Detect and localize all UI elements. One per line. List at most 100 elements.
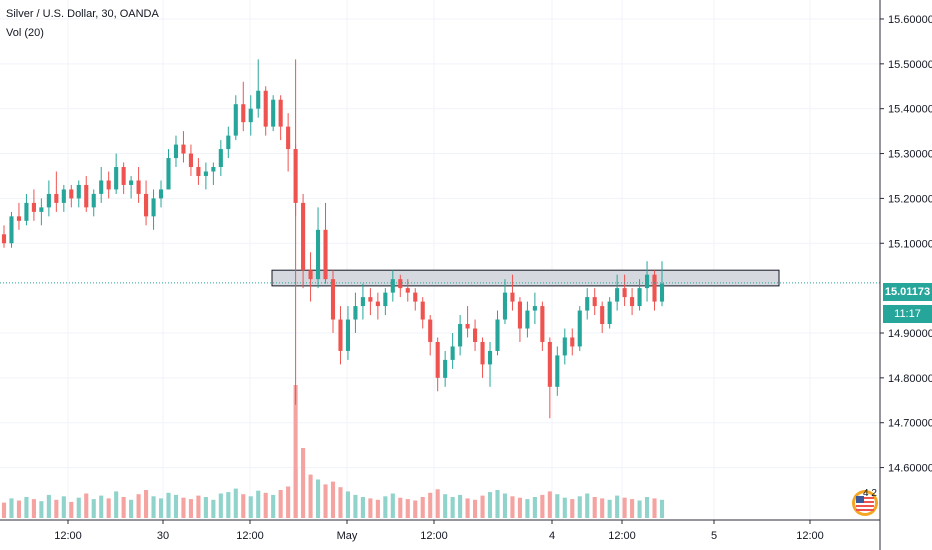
candle-body <box>76 184 81 199</box>
volume-bar <box>1 502 7 518</box>
volume-bar <box>196 495 201 518</box>
volume-bar <box>592 497 597 518</box>
volume-bar <box>502 493 508 518</box>
candle-body <box>495 319 500 351</box>
symbol-legend[interactable]: Silver / U.S. Dollar, 30, OANDA <box>6 8 159 20</box>
candle-body <box>308 270 313 280</box>
candle-body <box>525 310 530 329</box>
volume-bar <box>540 494 545 518</box>
volume-bar <box>248 496 253 518</box>
candle-body <box>99 180 104 194</box>
time-tick-label: 30 <box>157 530 169 542</box>
volume-bar <box>226 492 231 518</box>
volume-bar <box>659 499 665 518</box>
us-flag-icon[interactable] <box>848 488 882 518</box>
candle-body <box>226 135 231 150</box>
candle-body <box>659 283 665 302</box>
volume-bar <box>151 496 156 518</box>
volume-bar <box>76 497 81 518</box>
spike-volume-bar <box>293 385 298 518</box>
candle-body <box>106 180 111 190</box>
volume-bar <box>241 494 246 518</box>
volume-bar <box>577 496 582 518</box>
volume-bars <box>1 385 665 518</box>
candle-body <box>547 341 552 387</box>
resistance-zone-rect <box>271 269 780 287</box>
candle-body <box>360 297 365 307</box>
price-tick-label: 14.60000 <box>888 463 932 475</box>
price-tick-label: 15.50000 <box>888 59 932 71</box>
volume-indicator-legend[interactable]: Vol (20) <box>6 27 44 39</box>
volume-bar <box>390 493 395 518</box>
resistance-zone[interactable] <box>271 269 780 287</box>
volume-bar <box>652 498 657 518</box>
candle-body <box>420 301 425 320</box>
volume-bar <box>570 499 575 518</box>
volume-bar <box>495 490 500 518</box>
candle-body <box>585 297 590 311</box>
volume-bar <box>39 501 44 518</box>
time-axis[interactable]: 12:00 30 12:00 May 12:00 4 12:00 5 12:00 <box>0 519 880 542</box>
volume-bar <box>487 492 493 518</box>
volume-bar <box>480 495 485 518</box>
candle-body <box>375 301 380 307</box>
volume-bar <box>345 491 351 518</box>
price-tick-label: 15.10000 <box>888 238 932 250</box>
volume-bar <box>263 492 268 518</box>
candle-body <box>286 126 291 150</box>
volume-bar <box>173 494 179 518</box>
candle-body <box>248 108 253 123</box>
volume-bar <box>547 491 552 518</box>
price-axis[interactable]: 15.60000 15.50000 15.40000 15.30000 15.20000… <box>879 0 932 550</box>
volume-bar <box>383 496 388 518</box>
candle-body <box>637 288 642 307</box>
volume-bar <box>630 499 635 518</box>
volume-bar <box>315 479 321 518</box>
volume-bar <box>129 499 134 518</box>
volume-bar <box>9 498 14 518</box>
candle-body <box>532 306 537 311</box>
volume-bar <box>188 499 193 518</box>
volume-bar <box>398 497 403 518</box>
volume-bar <box>405 499 410 518</box>
candle-body <box>562 337 567 356</box>
candle-body <box>271 99 276 127</box>
candle-body <box>158 189 164 199</box>
candle-body <box>211 167 216 172</box>
events-badge-text: 4 2 <box>863 488 877 499</box>
volume-bar <box>375 499 380 518</box>
volume-bar <box>428 492 433 518</box>
candle-body <box>278 99 283 127</box>
volume-bar <box>181 497 186 518</box>
price-tick-label: 14.90000 <box>888 328 932 340</box>
volume-bar <box>114 491 119 518</box>
volume-bar <box>607 499 612 518</box>
candle-body <box>263 90 268 127</box>
volume-bar <box>353 494 358 518</box>
candle-body <box>233 104 238 136</box>
volume-bar <box>368 498 373 518</box>
volume-bar <box>16 500 22 518</box>
volume-bar <box>31 499 36 518</box>
time-tick-label: 4 <box>549 530 555 542</box>
volume-bar <box>233 488 238 518</box>
candle-body <box>54 193 59 203</box>
candle-body <box>91 193 96 208</box>
candle-body <box>188 153 193 168</box>
volume-bar <box>420 497 425 518</box>
volume-bar <box>338 487 343 518</box>
volume-bar <box>203 497 208 518</box>
bar-countdown-label: 11:17 <box>883 305 932 323</box>
candle-body <box>405 288 410 293</box>
candle-body <box>39 207 44 212</box>
candle-body <box>428 319 433 342</box>
volume-bar <box>510 496 515 518</box>
time-tick-label: May <box>337 530 358 542</box>
volume-bar <box>211 499 216 518</box>
volume-bar <box>158 498 164 518</box>
candle-body <box>450 346 455 360</box>
candle-body <box>622 288 627 298</box>
candle-body <box>652 274 657 302</box>
volume-bar <box>84 493 89 518</box>
